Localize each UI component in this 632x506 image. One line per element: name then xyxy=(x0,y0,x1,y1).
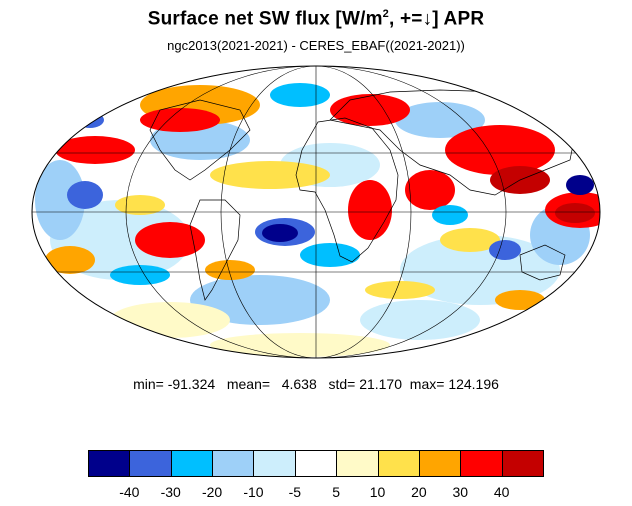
globe-outline xyxy=(31,65,601,359)
chart-subtitle: ngc2013(2021-2021) - CERES_EBAF((2021-20… xyxy=(167,38,465,53)
graticule xyxy=(32,66,600,358)
colorbar-tick-label: 30 xyxy=(452,484,469,500)
colorbar-box xyxy=(129,450,172,477)
colorbar-tick-label: 10 xyxy=(369,484,386,500)
colorbar-box xyxy=(377,450,420,477)
colorbar-box xyxy=(418,450,462,477)
stat-max-value: 124.196 xyxy=(448,376,499,392)
stat-std-label: std= xyxy=(328,376,356,392)
colorbar-box xyxy=(170,450,214,477)
negative-anomaly-patches xyxy=(67,83,594,285)
coastlines xyxy=(149,89,576,301)
colorbar-tick-label: 5 xyxy=(332,484,341,500)
stat-min-value: -91.324 xyxy=(167,376,216,392)
colorbar-tick-label: 20 xyxy=(411,484,427,500)
stat-mean-label: mean= xyxy=(226,376,271,392)
colorbar-box xyxy=(88,450,131,477)
colorbar-box xyxy=(294,450,338,477)
map-field xyxy=(32,66,600,358)
colorbar-box xyxy=(212,450,255,477)
colorbar-box xyxy=(253,450,296,477)
title-superscript: 2 xyxy=(382,8,389,20)
colorbar-box xyxy=(460,450,503,477)
colorbar-box xyxy=(501,450,544,477)
colorbar-tick-label: -20 xyxy=(201,484,223,500)
stat-max-label: max= xyxy=(409,376,445,392)
statistics-line: min= -91.324 mean= 4.638 std= 21.170 max… xyxy=(0,376,632,392)
positive-anomaly-patches xyxy=(45,85,600,310)
colorbar-box xyxy=(336,450,379,477)
chart-title: Surface net SW flux [W/m2, +=↓] APR xyxy=(0,8,632,30)
colorbar-tick-label: -30 xyxy=(160,484,181,500)
stat-std-value: 21.170 xyxy=(359,376,403,392)
stat-min-label: min= xyxy=(133,376,164,392)
title-main: Surface net SW flux [W/m xyxy=(147,8,383,30)
colorbar-tick-label: -40 xyxy=(119,484,140,500)
colorbar-tick-label: -5 xyxy=(288,484,302,500)
colorbar xyxy=(88,450,544,479)
colorbar-tick-label: 40 xyxy=(493,484,510,500)
pale-field-patches xyxy=(35,102,590,357)
title-rest: , +=↓] APR xyxy=(389,8,485,30)
colorbar-tick-label: -10 xyxy=(243,484,264,500)
stat-mean-value: 4.638 xyxy=(281,376,317,392)
